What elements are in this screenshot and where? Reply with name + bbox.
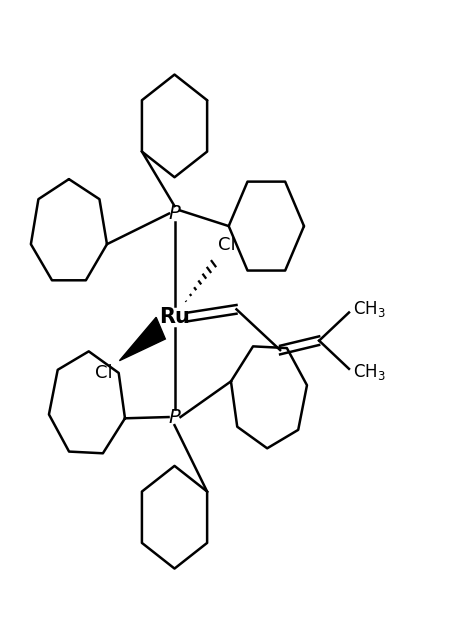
Text: P: P [169,408,180,426]
Text: CH$_3$: CH$_3$ [353,300,385,319]
Text: CH$_3$: CH$_3$ [353,362,385,382]
Text: Ru: Ru [159,307,190,327]
Text: Cl: Cl [218,236,236,254]
Text: P: P [169,204,180,223]
Text: Cl: Cl [95,364,113,382]
Polygon shape [119,317,166,361]
